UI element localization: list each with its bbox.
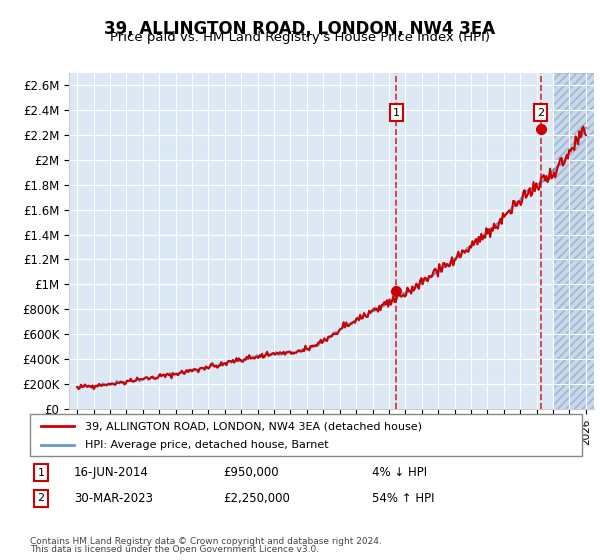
Text: 2: 2 — [537, 108, 544, 118]
Text: £950,000: £950,000 — [223, 466, 279, 479]
Text: 30-MAR-2023: 30-MAR-2023 — [74, 492, 153, 505]
Text: 1: 1 — [38, 468, 44, 478]
Bar — [553, 73, 600, 409]
Text: HPI: Average price, detached house, Barnet: HPI: Average price, detached house, Barn… — [85, 440, 329, 450]
Text: This data is licensed under the Open Government Licence v3.0.: This data is licensed under the Open Gov… — [30, 545, 319, 554]
Text: 39, ALLINGTON ROAD, LONDON, NW4 3EA: 39, ALLINGTON ROAD, LONDON, NW4 3EA — [104, 20, 496, 38]
Text: 2: 2 — [37, 493, 44, 503]
Bar — [553, 73, 600, 409]
Text: 39, ALLINGTON ROAD, LONDON, NW4 3EA (detached house): 39, ALLINGTON ROAD, LONDON, NW4 3EA (det… — [85, 421, 422, 431]
Text: 54% ↑ HPI: 54% ↑ HPI — [372, 492, 435, 505]
Text: 1: 1 — [393, 108, 400, 118]
Text: 4% ↓ HPI: 4% ↓ HPI — [372, 466, 427, 479]
Text: Price paid vs. HM Land Registry's House Price Index (HPI): Price paid vs. HM Land Registry's House … — [110, 31, 490, 44]
Text: 16-JUN-2014: 16-JUN-2014 — [74, 466, 149, 479]
Text: Contains HM Land Registry data © Crown copyright and database right 2024.: Contains HM Land Registry data © Crown c… — [30, 537, 382, 546]
FancyBboxPatch shape — [30, 414, 582, 456]
Text: £2,250,000: £2,250,000 — [223, 492, 290, 505]
